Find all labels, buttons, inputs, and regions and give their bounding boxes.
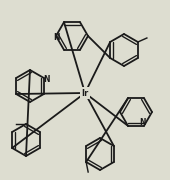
Text: N: N (140, 118, 146, 127)
Text: Ir: Ir (81, 89, 89, 98)
Text: N: N (44, 75, 50, 84)
Text: N: N (54, 33, 60, 42)
